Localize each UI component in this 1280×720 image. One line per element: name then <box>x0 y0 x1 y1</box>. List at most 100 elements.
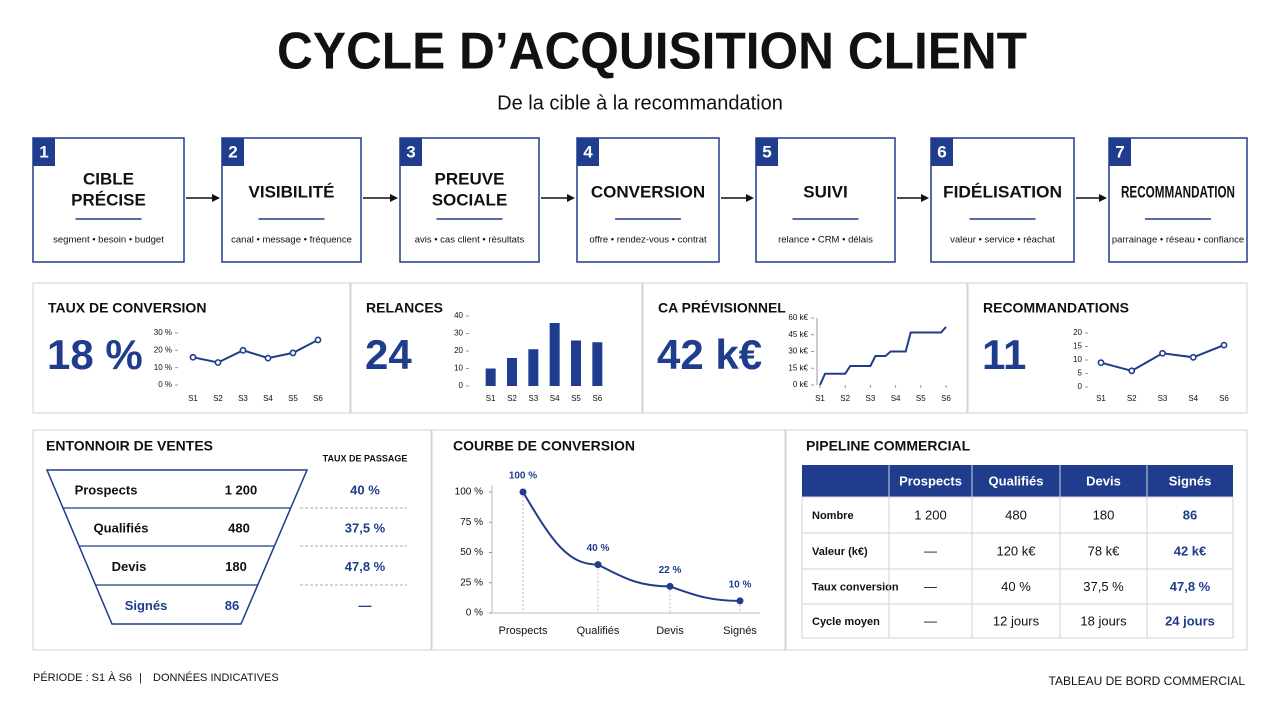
y-tick-label: 10 <box>1073 355 1082 364</box>
x-tick-label: S2 <box>840 394 850 403</box>
y-tick-label: 0 % <box>158 380 172 389</box>
bar <box>507 358 517 386</box>
step-arrowhead <box>746 194 754 202</box>
row-label: Nombre <box>812 510 854 522</box>
x-tick-label: S3 <box>866 394 876 403</box>
y-tick-label: 30 % <box>154 328 172 337</box>
line <box>819 326 947 386</box>
y-tick-label: 20 <box>454 346 463 355</box>
subtitle: De la cible à la recommandation <box>497 92 783 114</box>
kpi-card <box>642 282 968 414</box>
rate-header: TAUX DE PASSAGE <box>323 453 408 463</box>
step-arrowhead <box>1099 194 1107 202</box>
funnel-value: 180 <box>225 559 247 574</box>
step-title: SUIVI <box>803 182 847 201</box>
table-cell: 78 k€ <box>1088 543 1121 558</box>
panel-title: PIPELINE COMMERCIAL <box>806 438 971 454</box>
row-label: Valeur (k€) <box>812 546 868 558</box>
x-tick-label: S4 <box>1188 394 1198 403</box>
y-tick-label: 0 % <box>466 608 483 619</box>
bar <box>549 323 560 386</box>
step-badge <box>756 138 778 166</box>
table-cell: 86 <box>1183 507 1197 522</box>
step-arrowhead <box>921 194 929 202</box>
y-tick-label: 5 <box>1078 369 1083 378</box>
table-cell: — <box>924 579 937 594</box>
step-box <box>1108 137 1248 263</box>
x-tick-label: S6 <box>1219 394 1229 403</box>
point <box>314 336 322 344</box>
column-header: Signés <box>1169 473 1212 488</box>
x-tick-label: S4 <box>263 394 273 403</box>
table-cell: 12 jours <box>993 613 1040 628</box>
x-tick-label: S5 <box>288 394 298 403</box>
point <box>1128 367 1136 375</box>
x-tick-label: Devis <box>656 625 684 637</box>
point <box>666 582 674 590</box>
step-box <box>32 137 185 263</box>
step-title: PRÉCISE <box>71 190 146 209</box>
y-tick-label: 10 % <box>154 363 172 372</box>
y-tick-label: 10 <box>454 364 463 373</box>
x-tick-label: S1 <box>815 394 825 403</box>
row-label: Taux conversion <box>812 581 899 593</box>
step-badge <box>931 138 953 166</box>
x-tick-label: S1 <box>188 394 198 403</box>
table-cell: 40 % <box>1001 579 1031 594</box>
line <box>522 491 741 602</box>
x-tick-label: S5 <box>916 394 926 403</box>
step-arrowhead <box>567 194 575 202</box>
footer-separator: | <box>139 672 142 684</box>
step-badge <box>1109 138 1131 166</box>
table-cell: 1 200 <box>914 507 947 522</box>
footer-note: DONNÉES INDICATIVES <box>153 671 279 684</box>
point <box>264 354 272 362</box>
x-tick-label: S5 <box>571 394 581 403</box>
step-number: 1 <box>39 142 48 161</box>
y-tick-label: 0 k€ <box>793 380 809 389</box>
point <box>289 349 297 357</box>
panel <box>431 429 786 651</box>
point <box>519 488 527 496</box>
step-details: offre • rendez-vous • contrat <box>589 235 707 246</box>
table-cell: 480 <box>1005 507 1027 522</box>
step-box <box>399 137 540 263</box>
kpi-title: TAUX DE CONVERSION <box>48 300 206 316</box>
column-header: Devis <box>1086 473 1121 488</box>
funnel-label: Prospects <box>75 482 138 497</box>
x-tick-label: Qualifiés <box>577 625 620 637</box>
value-label: 100 % <box>509 471 537 482</box>
x-tick-label: Prospects <box>499 625 548 637</box>
x-tick-label: S3 <box>528 394 538 403</box>
point <box>214 359 222 366</box>
row-label: Cycle moyen <box>812 616 880 628</box>
table-cell: 18 jours <box>1080 613 1127 628</box>
step-badge <box>577 138 599 166</box>
y-tick-label: 60 k€ <box>788 313 808 322</box>
step-title: CONVERSION <box>591 182 705 201</box>
step-details: canal • message • fréquence <box>231 235 352 246</box>
x-tick-label: S2 <box>1127 394 1137 403</box>
kpi-card <box>32 282 351 414</box>
funnel-rate: — <box>359 598 372 613</box>
x-tick-label: S1 <box>486 394 496 403</box>
point <box>1159 349 1166 357</box>
step-number: 5 <box>762 142 771 161</box>
bar <box>528 349 539 386</box>
funnel-rate: 40 % <box>350 482 380 497</box>
y-tick-label: 75 % <box>460 517 483 528</box>
y-tick-label: 100 % <box>455 487 483 498</box>
step-box <box>576 137 720 263</box>
step-number: 4 <box>583 142 593 161</box>
y-tick-label: 45 k€ <box>788 330 808 339</box>
step-number: 3 <box>406 142 415 161</box>
x-tick-label: S6 <box>941 394 951 403</box>
kpi-title: RELANCES <box>366 300 443 316</box>
step-details: avis • cas client • résultats <box>415 235 525 246</box>
funnel-value: 1 200 <box>225 482 258 497</box>
table-cell: 42 k€ <box>1174 543 1207 558</box>
table-cell: 37,5 % <box>1083 579 1124 594</box>
y-tick-label: 15 <box>1073 342 1082 351</box>
point <box>594 561 602 569</box>
table-cell: 120 k€ <box>996 543 1036 558</box>
